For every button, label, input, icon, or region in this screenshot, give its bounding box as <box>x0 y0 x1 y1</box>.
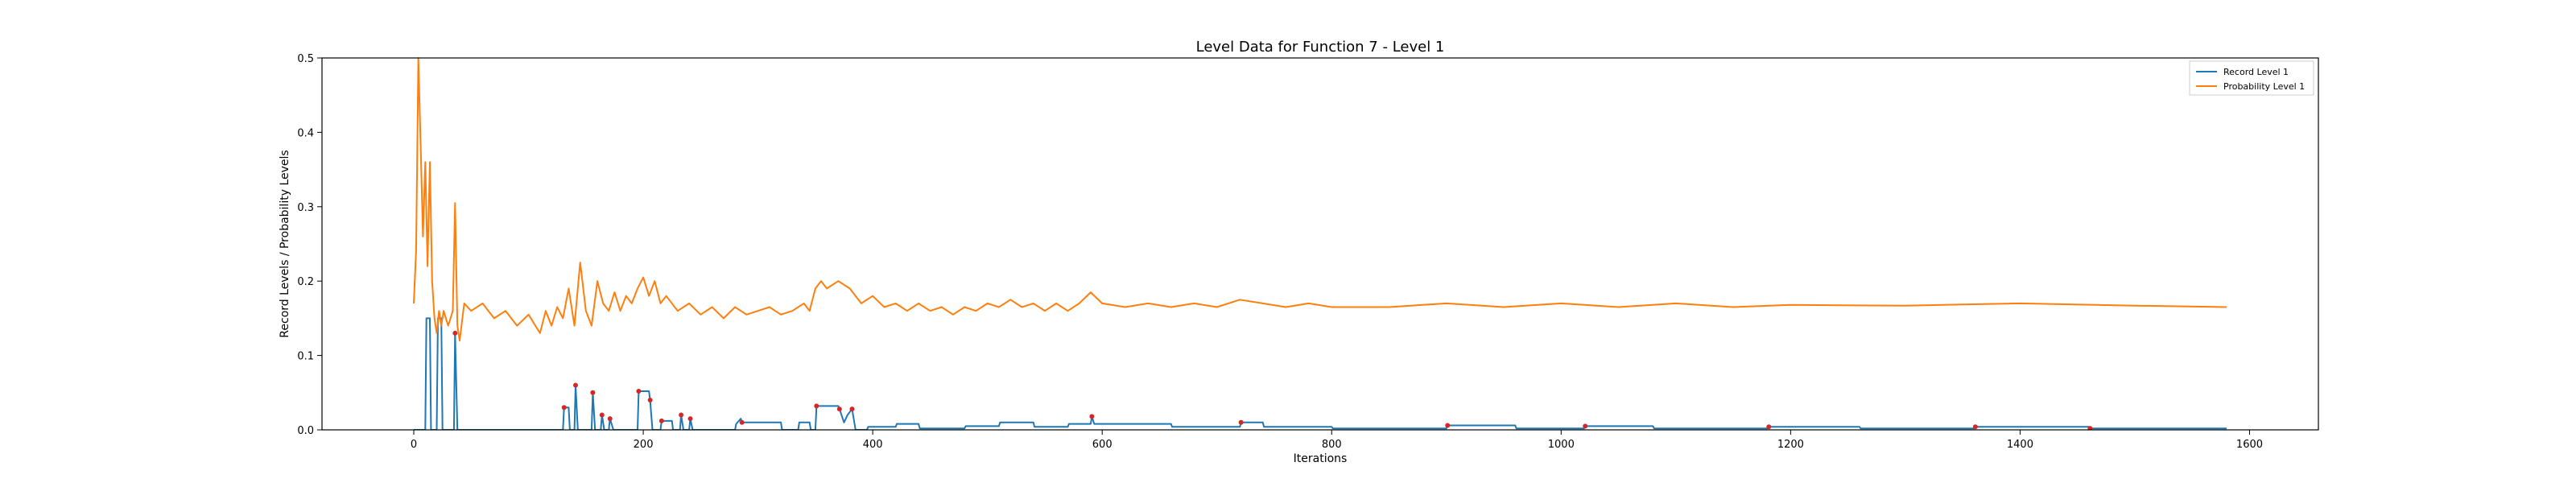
legend: Record Level 1 Probability Level 1 <box>2189 60 2314 96</box>
legend-box <box>2189 60 2314 96</box>
record-update-marker <box>572 382 578 388</box>
record-update-marker <box>1089 414 1095 419</box>
record-update-marker <box>849 407 855 412</box>
record-update-marker <box>836 407 842 412</box>
chart-title: Level Data for Function 7 - Level 1 <box>1196 39 1445 56</box>
record-update-marker <box>1583 423 1588 429</box>
x-tick-label: 200 <box>634 439 654 451</box>
legend-label-probability: Probability Level 1 <box>2223 81 2305 92</box>
record-update-marker <box>452 330 458 336</box>
record-update-marker <box>607 416 613 422</box>
record-update-marker <box>590 390 596 395</box>
record-update-marker <box>739 419 745 425</box>
record-update-marker <box>1972 424 1978 430</box>
record-update-marker <box>2087 426 2093 430</box>
x-tick-label: 400 <box>863 439 883 451</box>
record-update-marker <box>1445 423 1451 428</box>
record-update-marker <box>647 398 653 403</box>
record-update-marker <box>1238 419 1244 425</box>
y-axis: 0.0 0.1 0.2 0.3 0.4 0.5 <box>297 53 322 437</box>
record-update-marker <box>636 388 642 394</box>
record-update-marker <box>814 403 819 409</box>
x-tick-label: 1200 <box>1777 439 1804 451</box>
record-update-marker <box>687 416 693 422</box>
x-tick-label: 1400 <box>2007 439 2033 451</box>
y-tick-label: 0.5 <box>297 53 314 65</box>
record-update-marker <box>599 412 605 418</box>
record-update-marker <box>658 418 664 423</box>
plot-frame <box>321 57 2319 431</box>
record-update-marker <box>679 412 684 418</box>
record-update-marker <box>561 405 567 411</box>
y-tick-label: 0.3 <box>297 202 314 214</box>
x-tick-label: 800 <box>1322 439 1342 451</box>
probability-level-line <box>413 57 2227 342</box>
y-axis-label: Record Levels / Probability Levels <box>279 150 291 337</box>
legend-label-record: Record Level 1 <box>2223 67 2289 77</box>
x-axis: 0 200 400 600 800 1000 1200 1400 1600 <box>411 430 2263 451</box>
record-update-marker <box>1766 424 1772 430</box>
y-tick-label: 0.1 <box>297 351 314 363</box>
plot-area <box>413 57 2227 430</box>
y-tick-label: 0.2 <box>297 276 314 288</box>
y-tick-label: 0.4 <box>297 127 314 139</box>
x-tick-label: 0 <box>411 439 417 451</box>
x-tick-label: 600 <box>1092 439 1113 451</box>
x-tick-label: 1000 <box>1548 439 1575 451</box>
y-tick-label: 0.0 <box>297 425 314 437</box>
x-tick-label: 1600 <box>2236 439 2263 451</box>
x-axis-label: Iterations <box>1294 452 1348 465</box>
